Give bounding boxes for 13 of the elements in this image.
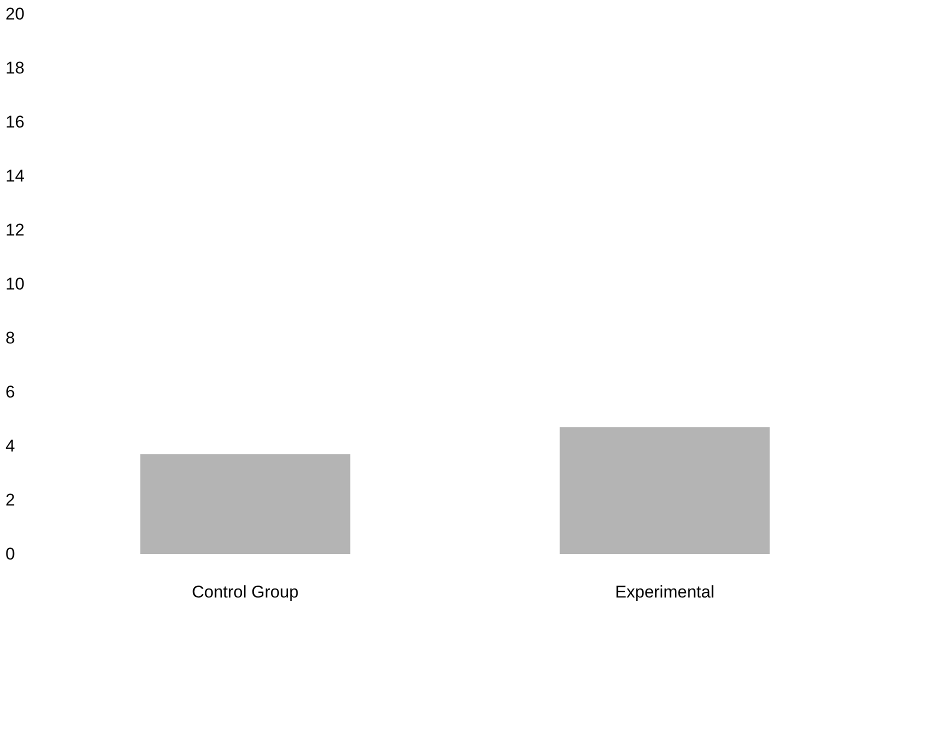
y-tick-label: 8 xyxy=(6,328,15,348)
y-tick-label: 2 xyxy=(6,490,15,510)
y-tick-label: 4 xyxy=(6,436,15,456)
y-tick-label: 10 xyxy=(6,274,24,294)
x-tick-label: Experimental xyxy=(615,582,714,602)
y-tick-label: 0 xyxy=(6,544,15,564)
y-tick-label: 18 xyxy=(6,58,24,78)
y-tick-label: 12 xyxy=(6,220,24,240)
y-tick-label: 14 xyxy=(6,166,24,186)
x-tick-label: Control Group xyxy=(192,582,299,602)
y-tick-label: 16 xyxy=(6,112,24,132)
y-tick-label: 20 xyxy=(6,4,24,24)
y-tick-label: 6 xyxy=(6,382,15,402)
